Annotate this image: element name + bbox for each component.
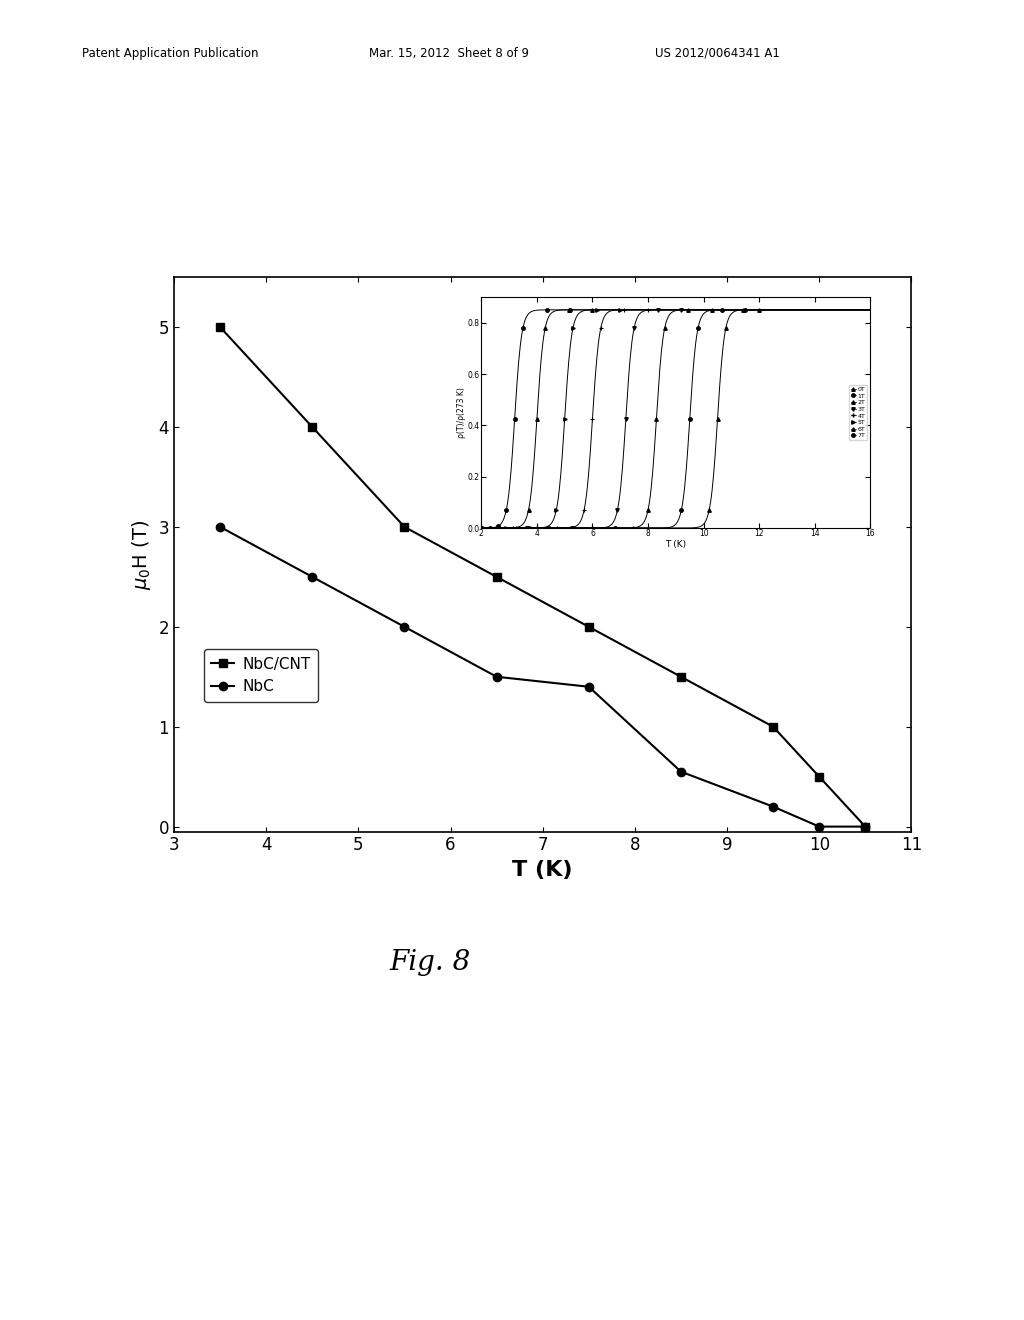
Legend: NbC/CNT, NbC: NbC/CNT, NbC bbox=[204, 649, 317, 702]
NbC/CNT bbox=[583, 619, 595, 635]
NbC/CNT bbox=[813, 768, 825, 784]
NbC bbox=[398, 619, 411, 635]
NbC/CNT bbox=[859, 818, 871, 834]
X-axis label: T (K): T (K) bbox=[512, 861, 573, 880]
NbC/CNT bbox=[675, 669, 687, 685]
NbC bbox=[675, 764, 687, 780]
X-axis label: T (K): T (K) bbox=[666, 540, 686, 549]
Line: NbC/CNT: NbC/CNT bbox=[216, 323, 869, 830]
Line: NbC: NbC bbox=[216, 523, 869, 830]
Y-axis label: $\mu_0$H (T): $\mu_0$H (T) bbox=[130, 519, 153, 590]
NbC bbox=[859, 818, 871, 834]
Text: Patent Application Publication: Patent Application Publication bbox=[82, 46, 258, 59]
NbC bbox=[306, 569, 318, 585]
NbC/CNT bbox=[767, 719, 779, 735]
NbC bbox=[214, 519, 226, 535]
Text: US 2012/0064341 A1: US 2012/0064341 A1 bbox=[655, 46, 780, 59]
Legend: 0T, 1T, 2T, 3T, 4T, 5T, 6T, 7T: 0T, 1T, 2T, 3T, 4T, 5T, 6T, 7T bbox=[849, 384, 867, 441]
Y-axis label: ρ(T)/ρ(273 K): ρ(T)/ρ(273 K) bbox=[458, 387, 466, 438]
Text: Fig. 8: Fig. 8 bbox=[389, 949, 471, 977]
NbC bbox=[767, 799, 779, 814]
NbC/CNT bbox=[398, 519, 411, 535]
NbC/CNT bbox=[306, 420, 318, 436]
Text: Mar. 15, 2012  Sheet 8 of 9: Mar. 15, 2012 Sheet 8 of 9 bbox=[369, 46, 528, 59]
NbC/CNT bbox=[214, 319, 226, 335]
NbC/CNT bbox=[490, 569, 503, 585]
NbC bbox=[490, 669, 503, 685]
NbC bbox=[813, 818, 825, 834]
NbC bbox=[583, 678, 595, 694]
